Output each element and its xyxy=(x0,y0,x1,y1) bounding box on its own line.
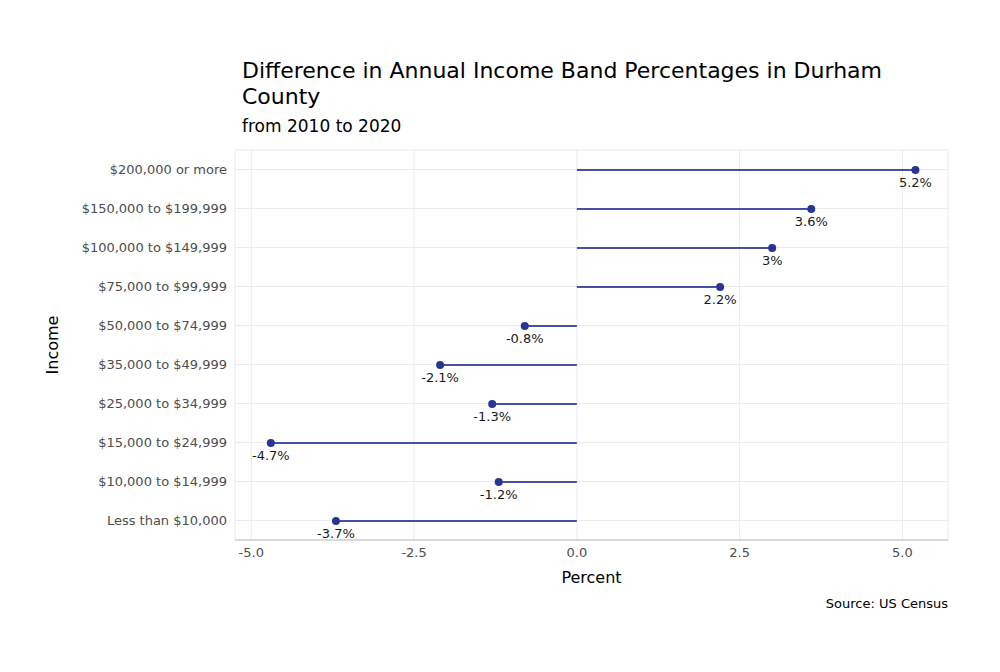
svg-text:$25,000 to $34,999: $25,000 to $34,999 xyxy=(98,396,227,411)
svg-text:$35,000 to $49,999: $35,000 to $49,999 xyxy=(98,357,227,372)
svg-text:3%: 3% xyxy=(762,253,783,268)
svg-text:$50,000 to $74,999: $50,000 to $74,999 xyxy=(98,318,227,333)
html-text:Difference in Annual Income Ba: Difference in Annual Income Band Percent… xyxy=(242,58,882,109)
svg-text:Less than $10,000: Less than $10,000 xyxy=(107,513,227,528)
html-text:Income: Income xyxy=(42,315,62,375)
svg-text:2.5: 2.5 xyxy=(729,545,750,560)
html-text:Source: US Census: Source: US Census xyxy=(825,596,948,611)
svg-text:$100,000 to $149,999: $100,000 to $149,999 xyxy=(82,240,227,255)
svg-text:-0.8%: -0.8% xyxy=(506,331,544,346)
svg-text:$15,000 to $24,999: $15,000 to $24,999 xyxy=(98,435,227,450)
svg-text:2.2%: 2.2% xyxy=(704,292,737,307)
svg-text:$75,000 to $99,999: $75,000 to $99,999 xyxy=(98,279,227,294)
svg-text:-1.2%: -1.2% xyxy=(480,487,518,502)
svg-text:-2.5: -2.5 xyxy=(401,545,426,560)
svg-text:3.6%: 3.6% xyxy=(795,214,828,229)
svg-text:-1.3%: -1.3% xyxy=(473,409,511,424)
svg-text:5.0: 5.0 xyxy=(892,545,913,560)
svg-text:-4.7%: -4.7% xyxy=(252,448,290,463)
svg-text:-2.1%: -2.1% xyxy=(421,370,459,385)
html-text:Percent: Percent xyxy=(561,568,622,587)
html-text:from 2010 to 2020: from 2010 to 2020 xyxy=(242,116,402,136)
svg-text:5.2%: 5.2% xyxy=(899,175,932,190)
svg-text:-5.0: -5.0 xyxy=(239,545,264,560)
svg-text:-3.7%: -3.7% xyxy=(317,526,355,541)
svg-text:0.0: 0.0 xyxy=(567,545,588,560)
svg-text:$150,000 to $199,999: $150,000 to $199,999 xyxy=(82,201,227,216)
svg-text:$200,000 or more: $200,000 or more xyxy=(110,162,227,177)
svg-text:$10,000 to $14,999: $10,000 to $14,999 xyxy=(98,474,227,489)
